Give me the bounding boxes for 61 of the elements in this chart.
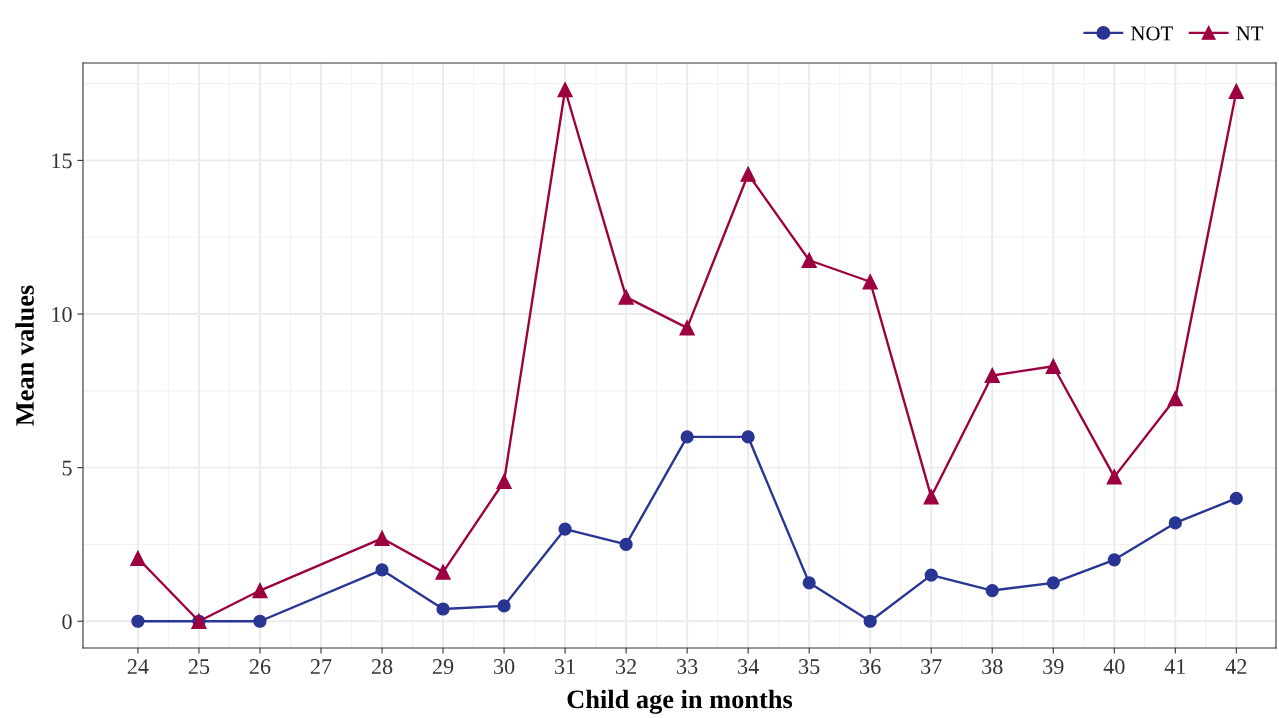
point bbox=[985, 583, 999, 598]
x-tick-label: 35 bbox=[799, 659, 820, 675]
point bbox=[862, 274, 878, 290]
point bbox=[619, 537, 633, 552]
legend-label: NT bbox=[1236, 26, 1264, 41]
point bbox=[618, 289, 634, 305]
point bbox=[375, 563, 389, 577]
point bbox=[252, 582, 268, 599]
x-tick-label: 38 bbox=[982, 659, 1003, 675]
x-tick-label: 39 bbox=[1043, 659, 1064, 675]
x-tick-label: 37 bbox=[921, 659, 942, 675]
x-tick-label: 31 bbox=[555, 659, 575, 675]
point bbox=[253, 614, 267, 628]
legend-label: NOT bbox=[1131, 26, 1173, 41]
y-axis-title: Mean values bbox=[15, 285, 34, 426]
point bbox=[679, 320, 695, 336]
x-tick-label: 28 bbox=[371, 659, 393, 675]
point bbox=[1228, 83, 1244, 99]
x-tick-label: 41 bbox=[1164, 659, 1186, 674]
point bbox=[863, 614, 877, 628]
x-tick-label: 42 bbox=[1225, 659, 1247, 674]
point bbox=[924, 568, 938, 582]
point bbox=[436, 602, 450, 616]
x-tick-label: 26 bbox=[249, 659, 271, 675]
point bbox=[802, 576, 816, 590]
point bbox=[435, 564, 451, 580]
y-tick-label: 15 bbox=[52, 153, 72, 169]
x-tick-label: 30 bbox=[494, 659, 515, 675]
point bbox=[1229, 491, 1243, 505]
x-tick-label: 32 bbox=[616, 659, 636, 675]
x-axis-title: Child age in months bbox=[567, 689, 793, 714]
point bbox=[497, 599, 511, 613]
point bbox=[557, 82, 573, 98]
point bbox=[130, 550, 146, 566]
point bbox=[740, 166, 756, 182]
y-tick-label: 5 bbox=[62, 460, 72, 476]
x-tick-label: 24 bbox=[127, 659, 149, 674]
point bbox=[741, 430, 755, 444]
x-tick-label: 40 bbox=[1103, 659, 1125, 675]
point bbox=[1168, 516, 1182, 530]
y-tick-label: 10 bbox=[52, 306, 72, 322]
point bbox=[680, 430, 694, 444]
point bbox=[558, 522, 572, 536]
x-tick-label: 29 bbox=[432, 659, 454, 675]
point bbox=[1107, 553, 1121, 567]
point bbox=[1046, 576, 1060, 590]
point bbox=[131, 614, 145, 628]
point bbox=[801, 252, 817, 268]
point bbox=[1045, 358, 1061, 374]
x-tick-label: 27 bbox=[310, 659, 332, 674]
x-tick-label: 36 bbox=[860, 659, 881, 675]
x-tick-label: 33 bbox=[677, 659, 698, 675]
point bbox=[1106, 469, 1122, 485]
point bbox=[496, 473, 512, 490]
x-tick-label: 25 bbox=[188, 659, 210, 675]
point bbox=[984, 367, 1000, 384]
y-tick-label: 0 bbox=[62, 614, 72, 630]
point bbox=[923, 489, 939, 505]
point bbox=[1167, 390, 1183, 407]
point bbox=[374, 530, 390, 546]
x-tick-label: 34 bbox=[738, 659, 759, 675]
